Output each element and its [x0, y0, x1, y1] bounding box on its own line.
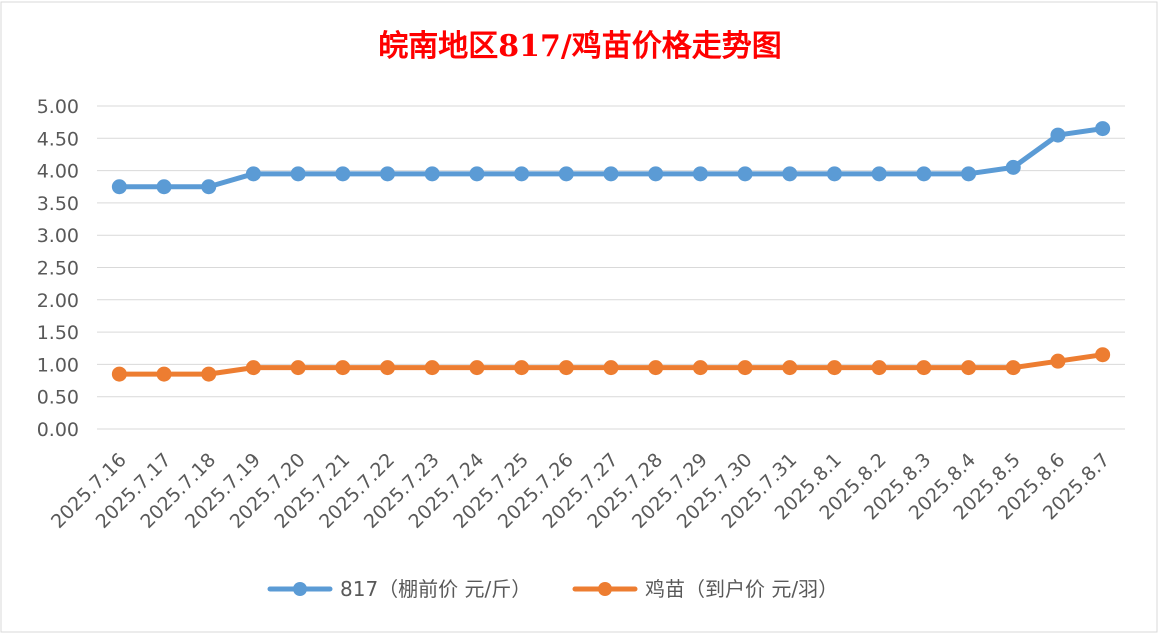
data-point — [826, 166, 842, 182]
legend-marker-1 — [598, 582, 612, 596]
data-point — [1095, 121, 1111, 137]
data-point — [648, 166, 664, 182]
data-point — [245, 166, 261, 182]
data-point — [201, 179, 217, 195]
data-point — [692, 166, 708, 182]
data-point — [737, 166, 753, 182]
data-point — [245, 360, 261, 376]
legend-label-1: 鸡苗（到户价 元/羽） — [645, 577, 838, 601]
data-point — [424, 360, 440, 376]
data-point — [737, 360, 753, 376]
y-tick-label: 3.00 — [37, 225, 79, 247]
data-point — [1005, 360, 1021, 376]
y-tick-label: 0.00 — [37, 419, 79, 441]
data-point — [290, 360, 306, 376]
data-point — [201, 366, 217, 382]
data-point — [335, 360, 351, 376]
data-point — [156, 366, 172, 382]
y-tick-label: 4.50 — [37, 128, 79, 150]
y-tick-label: 4.00 — [37, 161, 79, 183]
data-point — [648, 360, 664, 376]
data-point — [514, 166, 530, 182]
y-tick-label: 0.50 — [37, 387, 79, 409]
data-point — [916, 166, 932, 182]
data-point — [961, 166, 977, 182]
data-point — [1050, 127, 1066, 143]
data-point — [961, 360, 977, 376]
data-point — [111, 366, 127, 382]
legend-marker-0 — [293, 582, 307, 596]
data-point — [782, 360, 798, 376]
data-point — [558, 166, 574, 182]
data-point — [424, 166, 440, 182]
data-point — [290, 166, 306, 182]
y-tick-label: 1.50 — [37, 322, 79, 344]
data-point — [380, 166, 396, 182]
y-tick-label: 1.00 — [37, 354, 79, 376]
y-axis-ticks: 0.00 0.50 1.00 1.50 2.00 2.50 3.00 3.50 4.00 4.50… — [37, 96, 79, 441]
y-tick-label: 3.50 — [37, 193, 79, 215]
data-point — [826, 360, 842, 376]
data-point — [335, 166, 351, 182]
y-tick-label: 5.00 — [37, 96, 79, 118]
data-point — [111, 179, 127, 195]
y-tick-label: 2.00 — [37, 290, 79, 312]
chart-title: 皖南地区817/鸡苗价格走势图 — [378, 29, 782, 64]
data-point — [1050, 353, 1066, 369]
data-point — [916, 360, 932, 376]
data-point — [603, 166, 619, 182]
data-point — [871, 166, 887, 182]
data-point — [603, 360, 619, 376]
y-tick-label: 2.50 — [37, 258, 79, 280]
data-point — [871, 360, 887, 376]
data-point — [1095, 347, 1111, 363]
data-point — [1005, 159, 1021, 175]
data-point — [558, 360, 574, 376]
data-point — [692, 360, 708, 376]
data-point — [156, 179, 172, 195]
data-point — [782, 166, 798, 182]
data-point — [380, 360, 396, 376]
data-point — [469, 166, 485, 182]
data-point — [514, 360, 530, 376]
data-point — [469, 360, 485, 376]
legend: 817（棚前价 元/斤） 鸡苗（到户价 元/羽） — [267, 577, 838, 601]
legend-label-0: 817（棚前价 元/斤） — [340, 577, 531, 601]
series-group — [111, 121, 1111, 382]
